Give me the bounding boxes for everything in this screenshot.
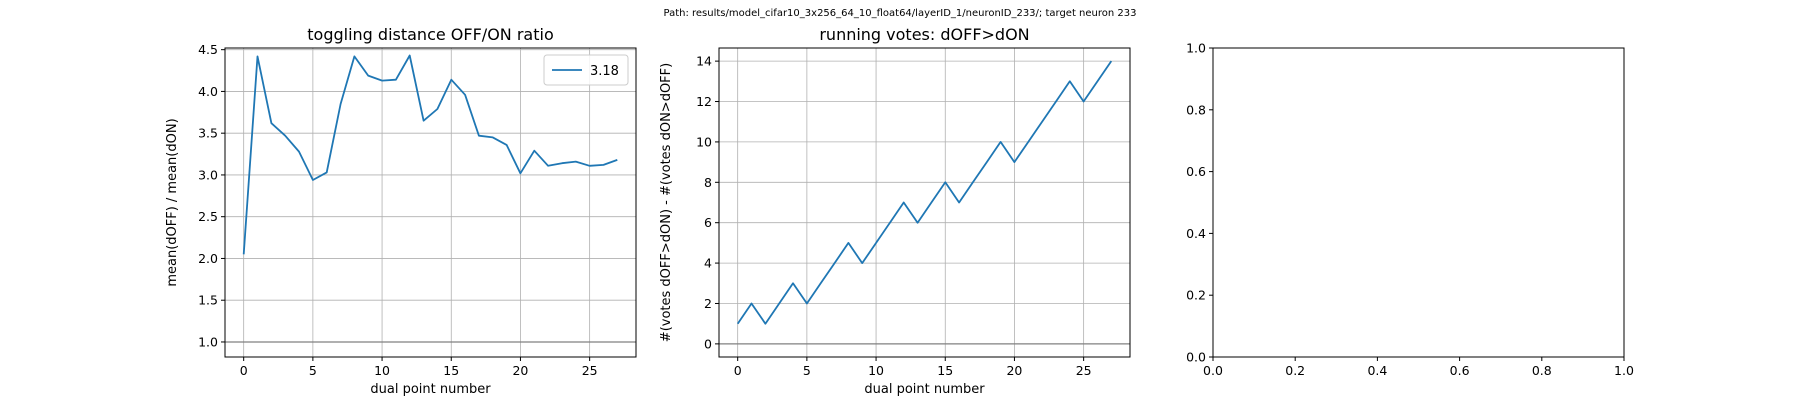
y-tick-label: 4: [704, 256, 712, 271]
axes-frame: [718, 47, 1131, 358]
x-tick-label: 15: [443, 363, 459, 378]
y-tick-label: 3.0: [198, 167, 218, 182]
y-tick-label: 2.0: [198, 251, 218, 266]
y-tick-label: 0: [704, 336, 712, 351]
legend-label: 3.18: [590, 64, 619, 79]
axes-frame: [1212, 47, 1625, 358]
x-tick-label: 0.4: [1367, 363, 1387, 378]
y-tick-label: 12: [696, 94, 712, 109]
y-tick-label: 0.0: [1186, 350, 1206, 365]
panel-ratio: 0 5 10 15 20 25 1.0 1.5 2.0 2.5 3.0 3.5 4.0 4.5 toggli…: [165, 25, 637, 397]
x-tick-label: 15: [937, 363, 953, 378]
x-tick-label: 10: [868, 363, 884, 378]
y-tick-label: 1.0: [1186, 41, 1206, 56]
chart-title: running votes: dOFF>dON: [819, 25, 1029, 44]
panel-votes: 0 5 10 15 20 25 0 2 4 6 8 10 12 14 running votes: dOFF…: [659, 25, 1131, 397]
series-line: [736, 60, 1113, 325]
legend-box: [543, 54, 629, 86]
x-tick-label: 25: [1076, 363, 1092, 378]
chart-title: toggling distance OFF/ON ratio: [307, 25, 553, 44]
figure-suptitle: Path: results/model_cifar10_3x256_64_10_…: [664, 8, 1137, 19]
x-axis-label: dual point number: [370, 382, 491, 397]
x-tick-label: 0.8: [1532, 363, 1552, 378]
panel-empty: 0.0 0.2 0.4 0.6 0.8 1.0 0.0 0.2 0.4 0.6 0.8 1.0: [1186, 41, 1634, 379]
x-axis-label: dual point number: [864, 382, 985, 397]
y-axis-label: #(votes dOFF>dON) - #(votes dON>dOFF): [659, 63, 674, 342]
x-tick-label: 5: [803, 363, 811, 378]
y-tick-label: 14: [696, 54, 712, 69]
x-tick-label: 20: [1006, 363, 1022, 378]
y-tick-label: 0.6: [1186, 164, 1206, 179]
x-tick-label: 0: [734, 363, 742, 378]
x-tick-label: 10: [374, 363, 390, 378]
y-tick-label: 3.5: [198, 126, 218, 141]
x-tick-label: 0.2: [1285, 363, 1305, 378]
y-tick-label: 4.5: [198, 42, 218, 57]
x-tick-label: 0.0: [1203, 363, 1223, 378]
axes-frame: [224, 47, 637, 358]
x-tick-label: 0.6: [1450, 363, 1470, 378]
x-tick-label: 1.0: [1614, 363, 1634, 378]
x-tick-label: 20: [512, 363, 528, 378]
y-tick-label: 8: [704, 175, 712, 190]
y-tick-label: 0.2: [1186, 288, 1206, 303]
x-tick-label: 5: [309, 363, 317, 378]
y-tick-label: 1.0: [198, 334, 218, 349]
y-tick-label: 10: [696, 134, 712, 149]
y-tick-label: 2.5: [198, 209, 218, 224]
x-tick-label: 0: [240, 363, 248, 378]
y-axis-label: mean(dOFF) / mean(dON): [165, 118, 180, 286]
x-tick-label: 25: [582, 363, 598, 378]
series-line: [242, 54, 618, 255]
y-tick-label: 0.4: [1186, 226, 1206, 241]
y-tick-label: 6: [704, 215, 712, 230]
y-tick-label: 1.5: [198, 293, 218, 308]
y-tick-label: 4.0: [198, 84, 218, 99]
y-tick-label: 0.8: [1186, 102, 1206, 117]
y-tick-label: 2: [704, 296, 712, 311]
